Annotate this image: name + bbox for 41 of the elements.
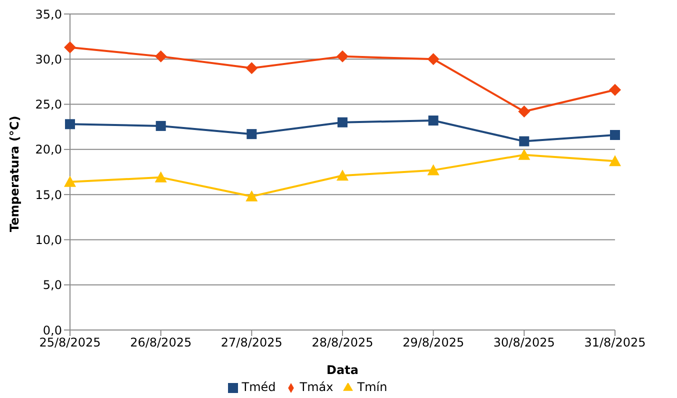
point <box>609 155 621 166</box>
legend-label: Tmáx <box>300 380 334 394</box>
x-tick-label: 25/8/2025 <box>39 336 101 350</box>
point <box>64 176 76 187</box>
x-tick-label: 26/8/2025 <box>130 336 192 350</box>
point <box>428 116 438 126</box>
point <box>518 106 530 118</box>
y-tick-label: 20,0 <box>35 142 62 157</box>
point <box>156 120 166 131</box>
point <box>154 50 167 62</box>
x-axis-title: Data <box>326 363 358 377</box>
point <box>65 119 75 130</box>
legend-label: Tmín <box>357 380 388 394</box>
point <box>427 53 440 66</box>
point <box>518 148 530 160</box>
point <box>154 171 167 182</box>
point <box>246 129 257 140</box>
x-tick-label: 28/8/2025 <box>312 336 374 350</box>
point <box>246 190 258 202</box>
x-tick-label: 29/8/2025 <box>402 336 464 350</box>
point <box>610 130 620 140</box>
point <box>338 117 348 128</box>
point <box>336 50 348 62</box>
y-tick-label: 15,0 <box>35 188 62 202</box>
y-tick-label: 10,0 <box>35 232 62 247</box>
x-tick-label: 27/8/2025 <box>220 336 282 350</box>
point <box>519 136 530 146</box>
point <box>427 164 440 176</box>
y-tick-label: 35,0 <box>35 7 62 22</box>
point <box>336 170 348 181</box>
y-tick-label: 0,0 <box>42 323 62 338</box>
point <box>609 84 621 96</box>
x-tick-label: 30/8/2025 <box>493 336 555 350</box>
legend-label: Tméd <box>242 380 276 394</box>
y-tick-label: 5,0 <box>42 278 62 292</box>
point <box>64 41 76 54</box>
y-axis-title: Temperatura (°C) <box>7 116 22 232</box>
y-tick-label: 25,0 <box>35 98 62 112</box>
y-tick-label: 30,0 <box>35 52 62 66</box>
point <box>246 62 258 74</box>
x-tick-label: 31/8/2025 <box>584 336 646 350</box>
